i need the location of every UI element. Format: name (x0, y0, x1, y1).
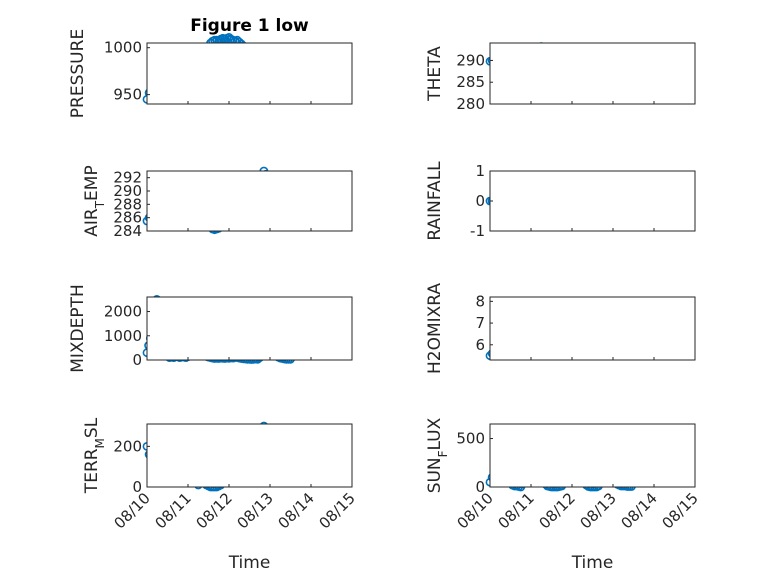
y-tick-label: 292 (113, 169, 142, 187)
y-axis-label: AIRTEMP (82, 165, 107, 236)
x-tick-label: 08/11 (495, 489, 538, 532)
axes-box (147, 424, 352, 487)
y-tick-label: 290 (456, 51, 485, 69)
y-tick-label: 1 (475, 162, 485, 180)
y-tick-label: 500 (456, 430, 485, 448)
y-axis-label: THETA (425, 46, 445, 102)
axes-box (490, 424, 695, 487)
y-tick-label: 1000 (104, 327, 142, 345)
axes-box (147, 171, 352, 231)
panel-pressure: 950 1000 PRESSURE Figure 1 low (68, 16, 352, 118)
panel-mixdepth: 0 1000 2000 MIXDEPTH (68, 284, 352, 373)
y-tick-label: 950 (113, 86, 142, 104)
panel-h2omixra: 6 7 8 H2OMIXRA (425, 283, 695, 374)
y-tick-label: 280 (456, 95, 485, 113)
y-axis-label: MIXDEPTH (68, 284, 88, 373)
y-tick-label: -1 (470, 222, 485, 240)
y-tick-label: 7 (475, 314, 485, 332)
x-tick-label: 08/15 (316, 489, 359, 532)
x-tick-label: 08/15 (659, 489, 702, 532)
y-axis-label: RAINFALL (425, 161, 445, 241)
x-tick-label: 08/14 (275, 489, 318, 532)
x-axis-label: Time (571, 553, 614, 573)
y-tick-label: 200 (113, 437, 142, 455)
chart-title: Figure 1 low (190, 16, 309, 36)
x-tick-label: 08/11 (152, 489, 195, 532)
y-tick-label: 0 (132, 351, 142, 369)
axes-box (490, 297, 695, 360)
panel-rainfall: -1 0 1 RAINFALL (425, 161, 695, 241)
y-tick-label: 2000 (104, 303, 142, 321)
x-tick-label: 08/13 (234, 489, 277, 532)
x-axis-label: Time (228, 553, 271, 573)
axes-box (147, 297, 352, 360)
x-tick-label: 08/14 (618, 489, 661, 532)
panel-terr_msl: 020008/1008/1108/1208/1308/1408/15TERRMS… (82, 417, 359, 573)
x-tick-label: 08/12 (193, 489, 236, 532)
y-axis-label: SUNFLUX (425, 417, 450, 493)
y-axis-label: PRESSURE (68, 29, 88, 118)
y-tick-label: 6 (475, 336, 485, 354)
x-tick-label: 08/12 (536, 489, 579, 532)
panel-theta: 280 285 290 THETA (425, 43, 695, 113)
y-axis-label: H2OMIXRA (425, 283, 445, 374)
x-tick-label: 08/13 (577, 489, 620, 532)
y-tick-label: 0 (475, 192, 485, 210)
y-tick-label: 285 (456, 73, 485, 91)
figure-canvas: 950 1000 PRESSURE Figure 1 low 280 285 290 THET… (0, 0, 778, 583)
axes-box (490, 171, 695, 231)
axes-box (490, 43, 695, 104)
axes-box (147, 43, 352, 104)
y-tick-label: 8 (475, 292, 485, 310)
y-axis-label: TERRMSL (82, 417, 107, 494)
panel-sun_flux: 050008/1008/1108/1208/1308/1408/15SUNFLU… (425, 417, 702, 573)
y-tick-label: 1000 (104, 39, 142, 57)
